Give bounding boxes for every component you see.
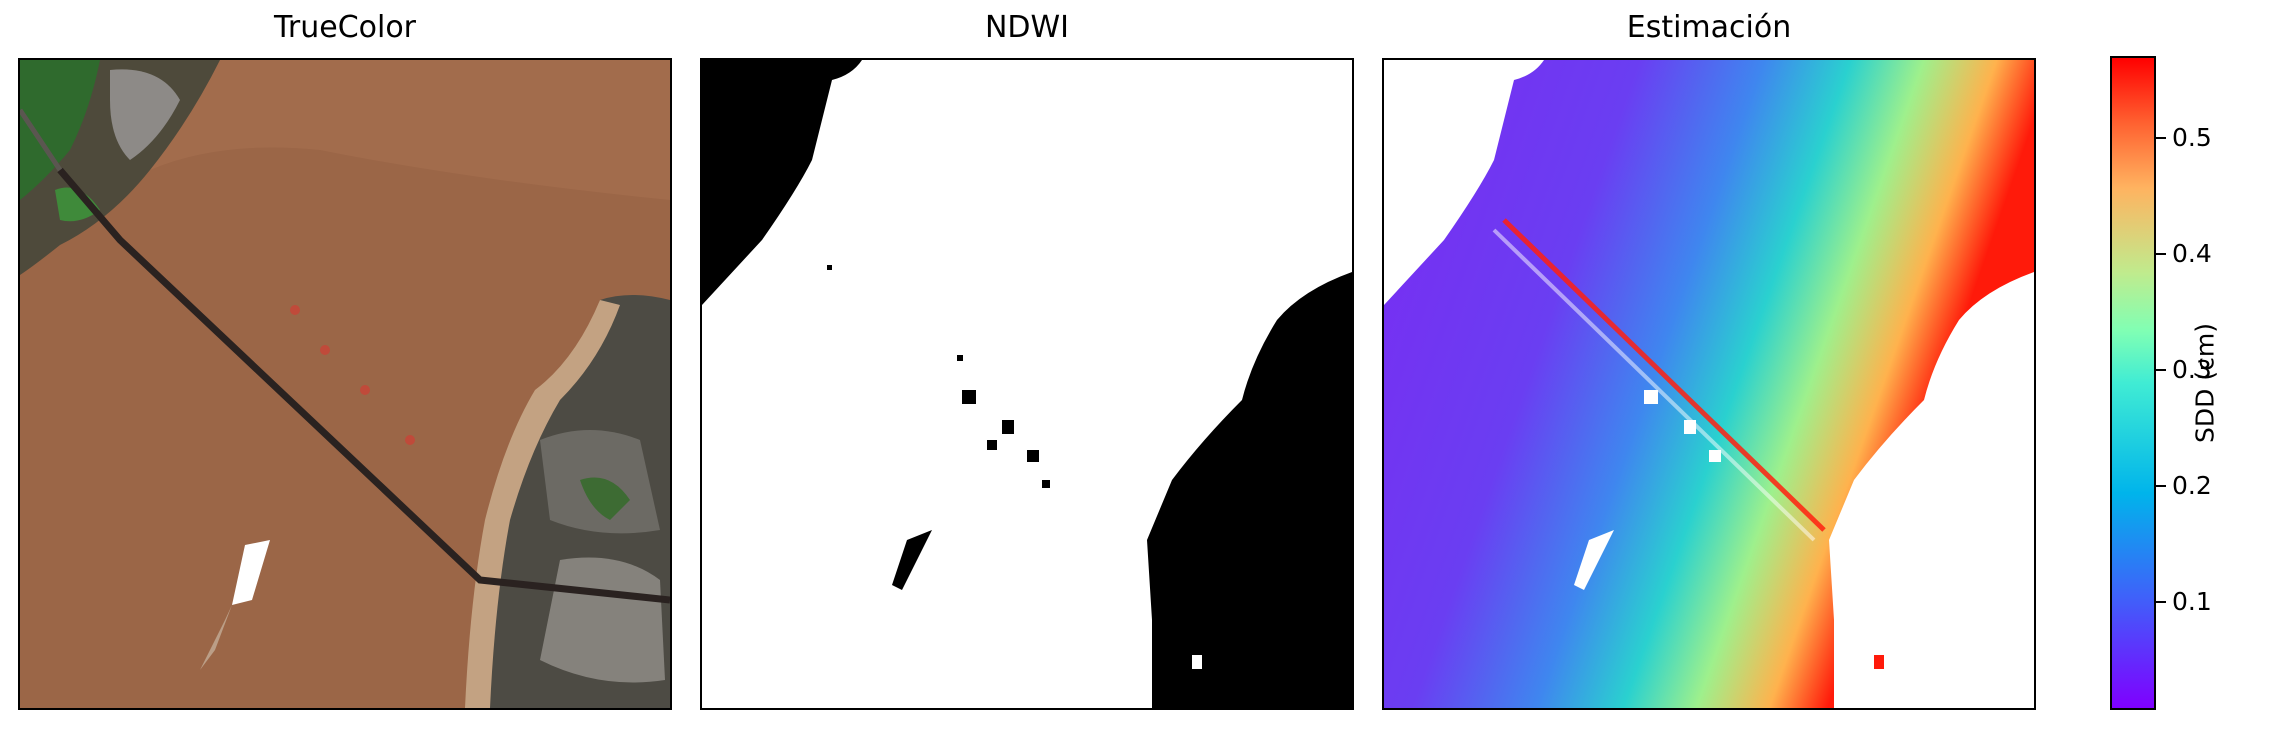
colorbar-tick-label: 0.3 bbox=[2172, 355, 2212, 384]
estimacion-map bbox=[1382, 58, 2036, 710]
colorbar bbox=[2110, 56, 2156, 710]
colorbar-tick bbox=[2156, 137, 2166, 139]
panel-title-estimacion: Estimación bbox=[1626, 10, 1792, 45]
colorbar-tick bbox=[2156, 253, 2166, 255]
colorbar-tick-label: 0.4 bbox=[2172, 239, 2212, 268]
truecolor-image bbox=[18, 58, 672, 710]
ndwi-mask bbox=[700, 58, 1354, 710]
panel-title-ndwi: NDWI bbox=[984, 10, 1070, 45]
panel-title-truecolor: TrueColor bbox=[273, 10, 417, 45]
colorbar-tick bbox=[2156, 485, 2166, 487]
colorbar-tick-label: 0.2 bbox=[2172, 471, 2212, 500]
colorbar-tick bbox=[2156, 601, 2166, 603]
colorbar-tick-label: 0.5 bbox=[2172, 123, 2212, 152]
colorbar-tick bbox=[2156, 369, 2166, 371]
colorbar-label: SDD (cm) bbox=[2190, 323, 2220, 443]
colorbar-tick-label: 0.1 bbox=[2172, 587, 2212, 616]
